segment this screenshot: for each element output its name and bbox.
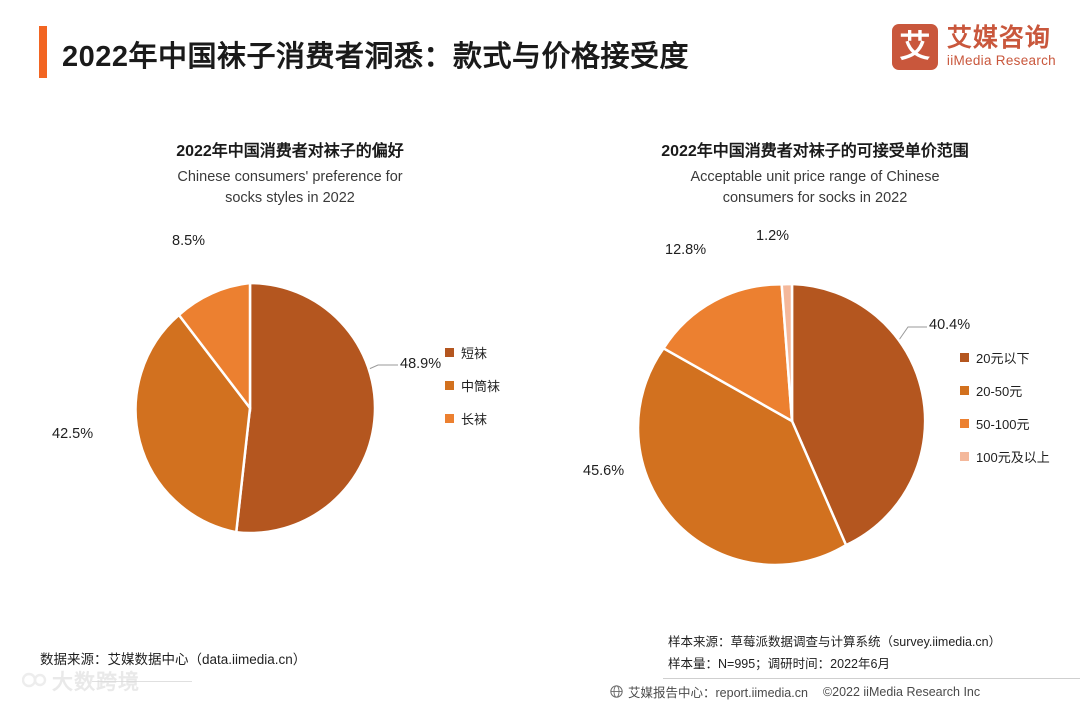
legend-label: 中筒袜 <box>461 379 501 395</box>
footer-report-center[interactable]: 艾媒报告中心：report.iimedia.cn <box>628 686 808 700</box>
legend-swatch-icon <box>445 348 454 358</box>
pie-chart-area-right: 40.4% 45.6% 12.8% 1.2% 20元以下 20-50元 50-1… <box>555 223 1075 583</box>
legend-item-changwa[interactable]: 长袜 <box>445 409 500 428</box>
legend-swatch-icon <box>445 414 454 424</box>
data-source-left: 数据来源：艾媒数据中心（data.iimedia.cn） <box>40 652 307 667</box>
footer-copyright: ©2022 iiMedia Research Inc <box>822 684 981 699</box>
legend-left: 短袜 中筒袜 长袜 <box>445 343 500 442</box>
pie-slice-20-50 <box>636 346 848 567</box>
legend-swatch-icon <box>445 381 454 391</box>
legend-swatch-icon <box>960 386 969 396</box>
pie-data-label-48-9: 48.9% <box>400 356 442 373</box>
page-header: 2022年中国袜子消费者洞悉：款式与价格接受度 艾 艾媒咨询 iiMedia R… <box>0 0 1080 108</box>
legend-swatch-icon <box>960 452 969 462</box>
chart-title-en-line1: Acceptable unit price range of Chinese <box>690 169 940 185</box>
chart-title-en-line2: socks styles in 2022 <box>225 190 355 207</box>
pie-chart-area-left: 48.9% 42.5% 8.5% 短袜 中筒袜 长袜 <box>30 223 550 583</box>
logo-text: 艾媒咨询 iiMedia Research <box>946 23 1056 70</box>
pie-data-label-40-4: 40.4% <box>929 317 971 334</box>
pie-data-label-12-8: 12.8% <box>665 242 707 259</box>
watermark-logo-icon <box>22 672 47 688</box>
logo-name-cn: 艾媒咨询 <box>946 23 1051 52</box>
pie-slice-changwa <box>177 281 252 412</box>
sample-source-right: 样本来源：草莓派数据调查与计算系统（survey.iimedia.cn） 样本量… <box>668 632 1001 676</box>
sample-source-line2: 样本量：N=995；调研时间：2022年6月 <box>668 656 890 671</box>
chart-panel-socks-preference: 2022年中国消费者对袜子的偏好 Chinese consumers' pref… <box>30 140 550 610</box>
logo-name-en: iiMedia Research <box>946 52 1056 68</box>
footer-divider <box>663 678 1080 679</box>
legend-item-over-100[interactable]: 100元及以上 <box>960 447 1050 466</box>
pie-data-label-42-5: 42.5% <box>52 426 94 443</box>
pie-data-label-1-2: 1.2% <box>756 228 790 245</box>
title-accent-bar <box>39 26 47 78</box>
pie-slice-zhongtongwa <box>134 313 252 534</box>
chart-title-cn: 2022年中国消费者对袜子的可接受单价范围 <box>661 143 969 160</box>
pie-data-label-45-6: 45.6% <box>583 463 625 480</box>
sample-source-line1: 样本来源：草莓派数据调查与计算系统（survey.iimedia.cn） <box>668 635 1002 649</box>
pie-slice-over-100 <box>780 282 794 422</box>
pie-slice-duanwa <box>234 281 377 535</box>
watermark-line <box>92 681 192 682</box>
chart-title-en-line1: Chinese consumers' preference for <box>177 169 403 185</box>
legend-label: 短袜 <box>461 346 488 362</box>
legend-label: 长袜 <box>461 412 488 428</box>
chart-panel-price-range: 2022年中国消费者对袜子的可接受单价范围 Acceptable unit pr… <box>555 140 1075 610</box>
legend-item-under-20[interactable]: 20元以下 <box>960 348 1050 367</box>
legend-label: 20元以下 <box>976 351 1030 367</box>
brand-logo: 艾 艾媒咨询 iiMedia Research <box>891 23 1056 70</box>
pie-data-label-8-5: 8.5% <box>172 233 206 250</box>
chart-title-cn: 2022年中国消费者对袜子的偏好 <box>176 143 404 160</box>
legend-item-duanwa[interactable]: 短袜 <box>445 343 500 362</box>
legend-swatch-icon <box>960 419 969 429</box>
legend-right: 20元以下 20-50元 50-100元 100元及以上 <box>960 348 1050 480</box>
chart-title-en-line2: consumers for socks in 2022 <box>722 190 908 207</box>
footer: 艾媒报告中心：report.iimedia.cn ©2022 iiMedia R… <box>610 682 980 701</box>
page-title: 2022年中国袜子消费者洞悉：款式与价格接受度 <box>62 41 690 73</box>
legend-item-50-100[interactable]: 50-100元 <box>960 414 1050 433</box>
logo-mark-icon: 艾 <box>891 24 938 70</box>
legend-label: 100元及以上 <box>976 450 1050 466</box>
pie-slice-under-20 <box>790 282 927 547</box>
legend-label: 20-50元 <box>976 384 1023 400</box>
pie-chart-left <box>134 281 398 535</box>
pie-slice-50-100 <box>661 283 794 424</box>
legend-swatch-icon <box>960 353 969 363</box>
globe-icon <box>610 685 623 698</box>
legend-item-20-50[interactable]: 20-50元 <box>960 381 1050 400</box>
pie-chart-right <box>636 282 927 567</box>
legend-item-zhongtongwa[interactable]: 中筒袜 <box>445 376 500 395</box>
legend-label: 50-100元 <box>976 417 1030 433</box>
